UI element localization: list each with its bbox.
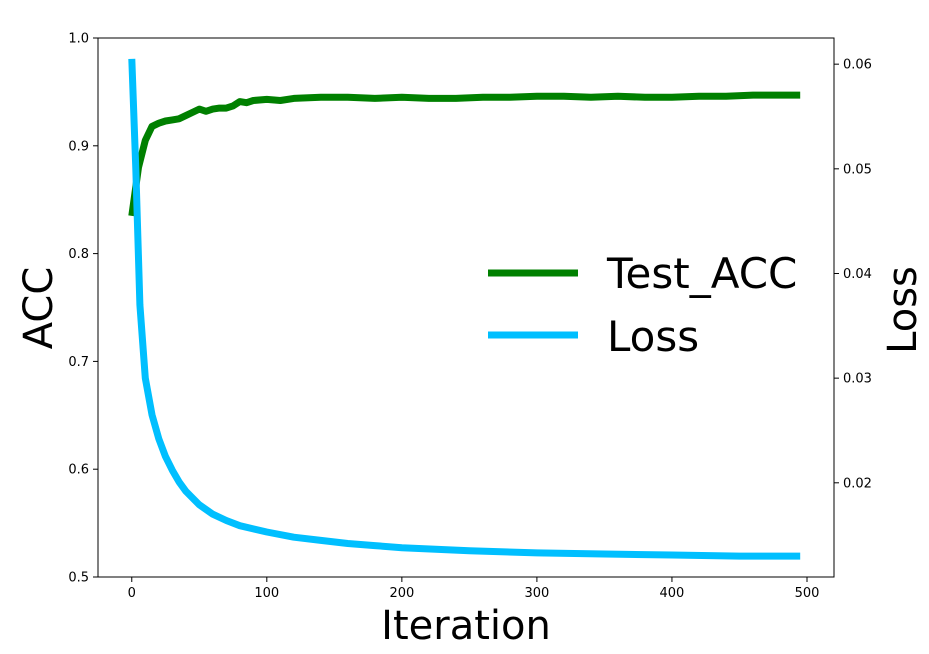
plot-frame	[97, 37, 835, 578]
y-right-axis-title: Loss	[880, 266, 926, 354]
series-line-test-acc	[128, 91, 801, 217]
y-left-axis-ticks: 0.5 0.6 0.7 0.8 0.9 1.0	[68, 32, 98, 586]
y-left-tick-label: 0.6	[68, 463, 89, 478]
y-left-tick-label: 1.0	[68, 32, 89, 47]
y-left-tick-label: 0.5	[68, 571, 89, 586]
x-tick-label: 300	[524, 586, 549, 601]
legend-label-test-acc: Test_ACC	[606, 249, 797, 298]
x-tick-label: 200	[389, 586, 414, 601]
y-left-axis-title: ACC	[16, 267, 62, 350]
x-tick-label: 100	[254, 586, 279, 601]
series-layer	[128, 58, 801, 560]
legend: Test_ACC Loss	[488, 249, 797, 361]
x-tick-label: 0	[128, 586, 136, 601]
y-left-tick-label: 0.8	[68, 247, 89, 262]
y-right-tick-label: 0.03	[843, 372, 872, 387]
y-left-tick-label: 0.9	[68, 139, 89, 154]
y-right-axis-ticks: 0.02 0.03 0.04 0.05 0.06	[834, 58, 872, 491]
x-axis-ticks: 0 100 200 300 400 500	[128, 577, 820, 601]
x-tick-label: 400	[660, 586, 685, 601]
x-axis-title: Iteration	[381, 603, 551, 649]
legend-label-loss: Loss	[607, 312, 699, 361]
series-line-loss	[128, 58, 801, 560]
y-right-tick-label: 0.04	[843, 267, 872, 282]
y-right-tick-label: 0.05	[843, 162, 872, 177]
y-right-tick-label: 0.02	[843, 476, 872, 491]
y-right-tick-label: 0.06	[843, 58, 872, 73]
x-tick-label: 500	[795, 586, 820, 601]
y-left-tick-label: 0.7	[68, 355, 89, 370]
